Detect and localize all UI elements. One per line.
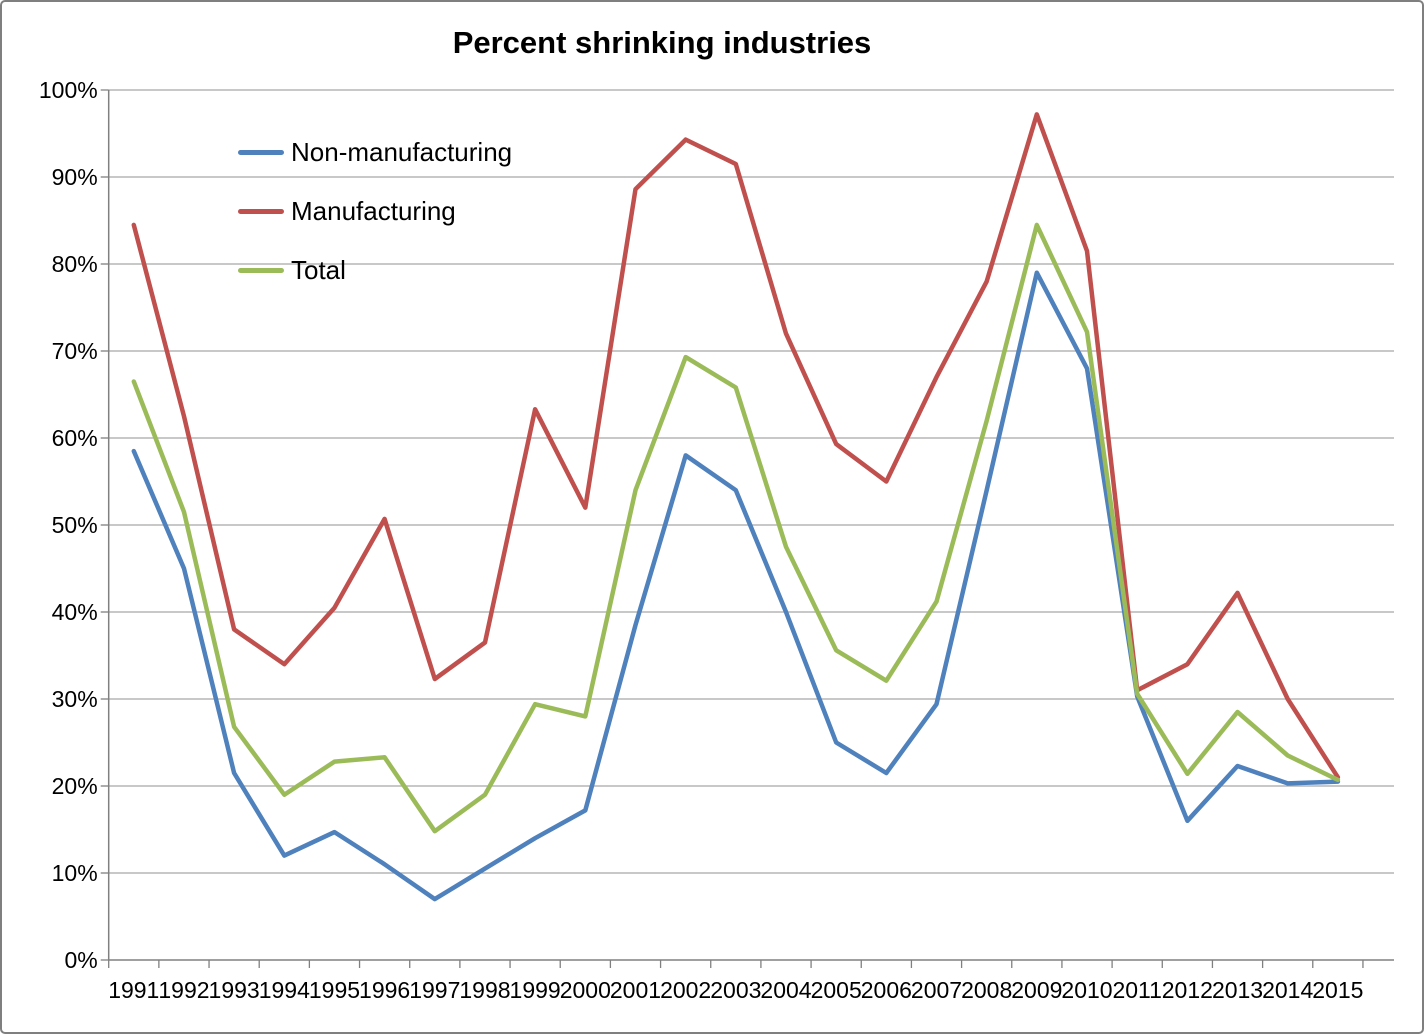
x-axis-label: 2003 — [710, 977, 761, 1003]
y-axis-label: 100% — [39, 77, 98, 103]
y-axis-label: 40% — [52, 599, 98, 625]
x-axis-label: 2006 — [861, 977, 912, 1003]
x-axis-label: 2008 — [961, 977, 1012, 1003]
legend-item-manufacturing: Manufacturing — [238, 182, 512, 241]
legend-item-total: Total — [238, 241, 512, 300]
y-axis-label: 20% — [52, 773, 98, 799]
x-axis-label: 1995 — [309, 977, 360, 1003]
legend: Non-manufacturing Manufacturing Total — [238, 123, 512, 300]
x-axis-label: 1991 — [108, 977, 159, 1003]
x-axis-label: 2011 — [1112, 977, 1161, 1003]
x-axis-label: 1999 — [510, 977, 561, 1003]
x-axis-label: 2015 — [1312, 977, 1363, 1003]
legend-line-swatch — [238, 150, 284, 155]
x-axis-label: 2009 — [1011, 977, 1062, 1003]
y-axis-label: 90% — [52, 164, 98, 190]
y-axis-label: 30% — [52, 686, 98, 712]
x-axis-label: 2001 — [610, 977, 661, 1003]
y-axis-label: 0% — [64, 947, 97, 973]
legend-label: Total — [291, 255, 346, 285]
x-axis-label: 2014 — [1262, 977, 1313, 1003]
x-axis-label: 2000 — [560, 977, 611, 1003]
series-line-total — [131, 222, 1341, 834]
x-axis-label: 2013 — [1212, 977, 1263, 1003]
x-axis-label: 1994 — [259, 977, 310, 1003]
x-axis-label: 1997 — [409, 977, 460, 1003]
x-axis-label: 2007 — [911, 977, 962, 1003]
x-axis-label: 2002 — [660, 977, 711, 1003]
x-axis-label: 1992 — [158, 977, 209, 1003]
y-axis-label: 70% — [52, 338, 98, 364]
legend-line-swatch — [238, 268, 284, 273]
x-axis-label: 2010 — [1061, 977, 1112, 1003]
x-axis-label: 2012 — [1162, 977, 1213, 1003]
chart-title: Percent shrinking industries — [452, 25, 872, 60]
x-axis-label: 1996 — [359, 977, 410, 1003]
x-axis-label: 2005 — [811, 977, 862, 1003]
legend-line-swatch — [238, 209, 284, 214]
x-axis-label: 1993 — [209, 977, 260, 1003]
y-axis-label: 60% — [52, 425, 98, 451]
legend-label: Manufacturing — [291, 196, 456, 226]
x-axis-label: 1998 — [459, 977, 510, 1003]
series-line-non-manufacturing — [131, 270, 1341, 902]
legend-item-non-manufacturing: Non-manufacturing — [238, 123, 512, 182]
y-axis-label: 50% — [52, 512, 98, 538]
legend-label: Non-manufacturing — [291, 137, 513, 167]
y-axis-label: 10% — [52, 860, 98, 886]
x-axis-label: 2004 — [760, 977, 811, 1003]
y-axis-label: 80% — [52, 251, 98, 277]
